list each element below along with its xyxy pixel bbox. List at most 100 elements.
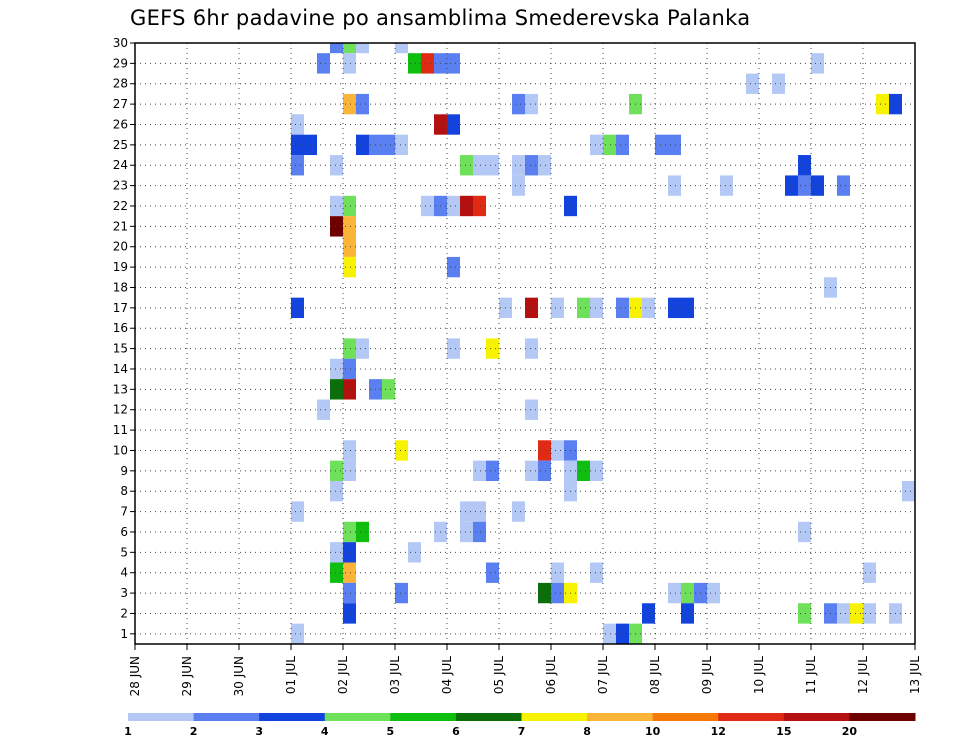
legend-swatch — [324, 713, 391, 721]
legend-swatch — [521, 713, 588, 721]
y-tick-label: 15 — [113, 342, 128, 356]
precip-cell — [798, 603, 811, 624]
precip-cell — [460, 521, 473, 543]
precip-cell — [642, 603, 655, 624]
precip-cell — [395, 134, 408, 156]
x-tick-label: 06 JUL — [544, 656, 558, 694]
precip-cell — [343, 562, 356, 583]
x-tick-label: 01 JUL — [284, 656, 298, 694]
precip-cell — [447, 53, 460, 74]
x-tick-label: 13 JUL — [908, 656, 922, 694]
y-tick-label: 7 — [120, 505, 128, 519]
y-tick-label: 13 — [113, 382, 128, 396]
precip-cell — [343, 379, 356, 400]
y-tick-label: 29 — [113, 56, 128, 70]
y-tick-label: 12 — [113, 403, 128, 417]
precip-cell — [681, 582, 694, 604]
legend-label: 2 — [190, 725, 198, 738]
precip-cell — [473, 501, 486, 522]
precip-cell — [460, 195, 473, 217]
precip-cell — [616, 623, 629, 644]
precip-cell — [330, 358, 343, 380]
precip-cell — [421, 195, 434, 217]
legend-label: 10 — [645, 725, 661, 738]
y-tick-label: 14 — [113, 362, 128, 376]
legend-label: 20 — [842, 725, 858, 738]
precip-cell — [551, 562, 564, 583]
precip-cell — [577, 460, 590, 482]
precip-cell — [720, 175, 733, 196]
y-tick-label: 30 — [113, 36, 128, 50]
precip-cell — [343, 542, 356, 563]
precip-cell — [343, 195, 356, 217]
legend-swatch — [849, 713, 916, 721]
legend-swatch — [652, 713, 719, 721]
precip-cell — [798, 175, 811, 196]
precip-cell — [421, 53, 434, 74]
legend-label: 4 — [321, 725, 329, 738]
precip-cell — [525, 338, 538, 359]
precip-cell — [616, 134, 629, 156]
precip-cell — [330, 562, 343, 583]
y-tick-label: 27 — [113, 97, 128, 111]
precip-cell — [603, 134, 616, 156]
precip-cell — [343, 216, 356, 237]
precip-cell — [330, 43, 343, 54]
precip-cell — [343, 582, 356, 604]
precip-cell — [603, 623, 616, 644]
precip-cell — [395, 43, 408, 54]
legend-swatch — [455, 713, 522, 721]
y-tick-label: 22 — [113, 199, 128, 213]
y-tick-label: 16 — [113, 321, 128, 335]
precip-cell — [642, 297, 655, 319]
y-tick-label: 19 — [113, 260, 128, 274]
y-tick-label: 10 — [113, 443, 128, 457]
precip-cell — [330, 481, 343, 502]
precip-cell — [876, 93, 889, 115]
precip-cell — [343, 603, 356, 624]
precip-cell — [356, 521, 369, 543]
x-tick-label: 10 JUL — [752, 656, 766, 694]
precip-cell — [512, 93, 525, 115]
precip-cell — [395, 582, 408, 604]
x-tick-label: 04 JUL — [440, 656, 454, 694]
precip-cell — [668, 582, 681, 604]
legend-label: 15 — [776, 725, 791, 738]
precip-cell — [343, 440, 356, 461]
precip-cell — [356, 43, 369, 54]
precip-cell — [343, 358, 356, 380]
precip-cell — [291, 114, 304, 135]
precip-cell — [707, 582, 720, 604]
precip-cell — [291, 297, 304, 319]
precip-cell — [590, 297, 603, 319]
precip-cell — [616, 297, 629, 319]
precip-cell — [525, 460, 538, 482]
y-tick-label: 11 — [113, 423, 128, 437]
precip-cell — [330, 195, 343, 217]
precip-cell — [447, 338, 460, 359]
precip-cell — [291, 134, 304, 156]
precip-cell — [343, 53, 356, 74]
precip-cell — [837, 175, 850, 196]
x-tick-label: 02 JUL — [336, 656, 350, 694]
precip-cell — [590, 562, 603, 583]
precip-cell — [486, 562, 499, 583]
legend-label: 12 — [711, 725, 726, 738]
precip-cell — [837, 603, 850, 624]
x-tick-label: 09 JUL — [700, 656, 714, 694]
x-axis: 28 JUN 29 JUN 30 JUN 01 JUL 02 JUL 03 JUL 04 J… — [128, 644, 922, 696]
precip-cell — [343, 460, 356, 482]
x-tick-label: 28 JUN — [128, 656, 142, 696]
y-tick-label: 26 — [113, 117, 128, 131]
precip-cell — [798, 155, 811, 176]
precip-cell — [525, 297, 538, 319]
y-tick-label: 18 — [113, 280, 128, 294]
precip-cell — [473, 460, 486, 482]
precip-cell — [408, 53, 421, 74]
y-tick-label: 9 — [120, 464, 128, 478]
y-tick-label: 6 — [120, 525, 128, 539]
precip-cell — [811, 53, 824, 74]
precip-cell — [655, 134, 668, 156]
precip-cell — [343, 43, 356, 54]
precip-cell — [538, 460, 551, 482]
